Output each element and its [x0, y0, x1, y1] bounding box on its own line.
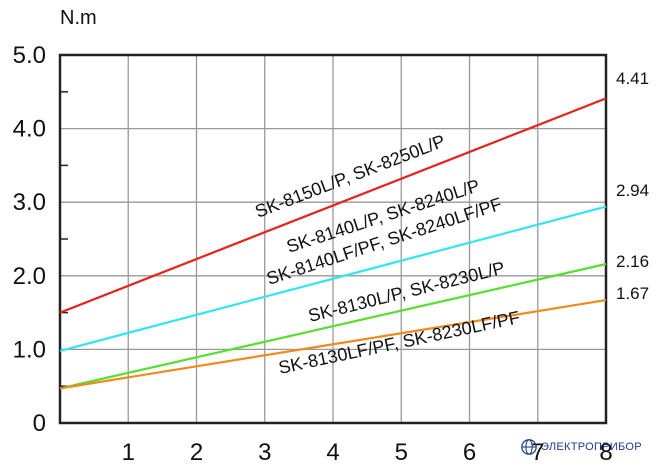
series-line-2 — [59, 262, 607, 390]
x-tick-label: 3 — [258, 439, 271, 466]
x-tick-label: 2 — [190, 439, 203, 466]
x-tick-label: 5 — [395, 439, 408, 466]
end-value-label-2: 2.16 — [616, 252, 649, 271]
x-tick-label: 4 — [326, 439, 339, 466]
y-tick-label: 2.0 — [13, 263, 46, 290]
x-tick-label: 1 — [122, 439, 135, 466]
x-tick-label: 8 — [599, 439, 612, 466]
x-tick-labels: 1 2 3 4 5 6 7 8 — [122, 439, 613, 466]
y-tick-label: 4.0 — [13, 116, 46, 143]
series-line-3 — [59, 299, 607, 390]
watermark: ЭЛЕКТРОПРИБОР — [520, 436, 642, 458]
end-value-labels: 4.41 2.94 2.16 1.67 — [616, 69, 649, 303]
x-tick-label: 7 — [531, 439, 544, 466]
plot-frame — [58, 53, 608, 425]
end-value-label-0: 4.41 — [616, 69, 649, 88]
series-lines — [59, 97, 607, 390]
end-value-label-1: 2.94 — [616, 181, 649, 200]
y-tick-label: 5.0 — [13, 42, 46, 69]
series-line-1 — [59, 205, 607, 352]
series-line-0 — [59, 97, 607, 314]
watermark-text: ЭЛЕКТРОПРИБОР — [541, 441, 642, 453]
y-axis-unit: N.m — [60, 7, 97, 29]
y-tick-label: 1.0 — [13, 336, 46, 363]
end-value-label-3: 1.67 — [616, 284, 649, 303]
globe-icon — [521, 439, 537, 455]
y-tick-labels: 0 1.0 2.0 3.0 4.0 5.0 — [13, 42, 46, 437]
x-tick-label: 6 — [463, 439, 476, 466]
y-tick-label: 0 — [33, 410, 46, 437]
y-tick-label: 3.0 — [13, 189, 46, 216]
